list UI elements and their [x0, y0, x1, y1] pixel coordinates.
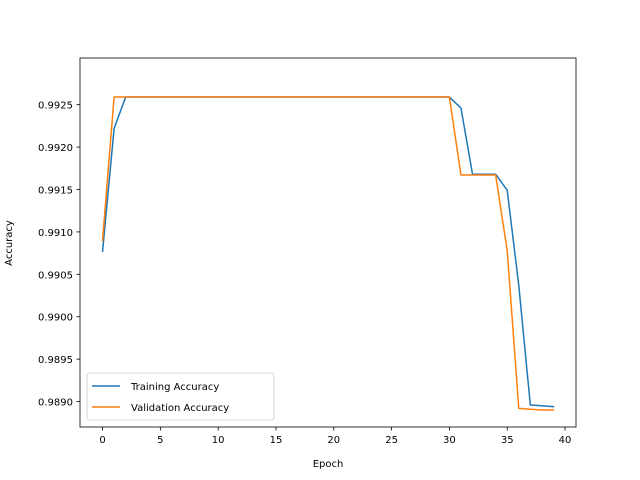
y-tick-label: 0.9915 — [38, 185, 73, 196]
y-tick-label: 0.9900 — [38, 313, 73, 324]
x-tick-label: 35 — [501, 435, 514, 446]
y-tick-label: 0.9895 — [38, 355, 73, 366]
y-tick-label: 0.9920 — [38, 143, 73, 154]
x-tick-label: 15 — [270, 435, 283, 446]
plot-lines — [101, 96, 555, 411]
axes-frame — [79, 57, 577, 428]
x-axis-ticks: 0 5 10 15 20 25 30 35 40 — [99, 427, 571, 446]
y-tick-label: 0.9925 — [38, 101, 73, 112]
y-axis-label: Accuracy — [4, 220, 15, 266]
legend-label-2: Validation Accuracy — [131, 403, 229, 414]
x-tick-label: 5 — [157, 435, 163, 446]
x-tick-label: 25 — [385, 435, 398, 446]
legend: Training Accuracy Validation Accuracy — [86, 372, 275, 421]
legend-label-1: Training Accuracy — [130, 382, 219, 393]
x-axis-label: Epoch — [313, 459, 344, 470]
legend-box — [86, 372, 275, 421]
y-axis-ticks: 0.9890 0.9895 0.9900 0.9905 0.9910 0.9915 0.99… — [38, 101, 80, 409]
y-tick-label: 0.9905 — [38, 270, 73, 281]
series-line-2 — [101, 96, 555, 411]
x-tick-label: 10 — [212, 435, 225, 446]
x-tick-label: 20 — [327, 435, 340, 446]
x-tick-label: 30 — [443, 435, 456, 446]
y-tick-label: 0.9910 — [38, 228, 73, 239]
axes-border — [79, 57, 577, 428]
y-tick-label: 0.9890 — [38, 398, 73, 409]
x-tick-label: 40 — [559, 435, 572, 446]
x-tick-label: 0 — [99, 435, 105, 446]
